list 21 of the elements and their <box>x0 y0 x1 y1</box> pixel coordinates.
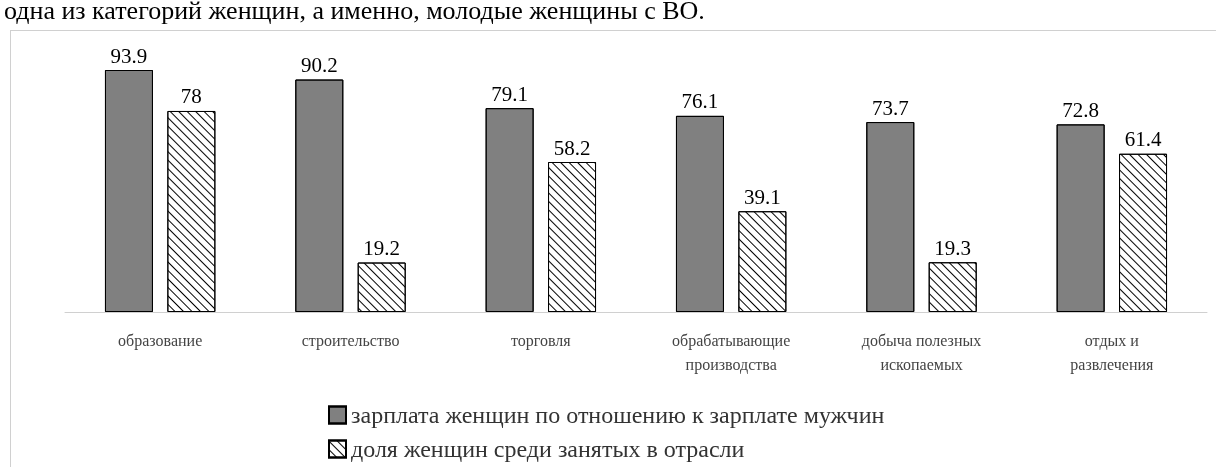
legend-label: доля женщин среди занятых в отрасли <box>351 436 745 462</box>
legend-label: зарплата женщин по отношению к зарплате мужчин <box>351 402 885 428</box>
data-label: 19.2 <box>363 236 401 261</box>
data-label: 19.3 <box>934 235 972 260</box>
data-label: 73.7 <box>871 95 909 120</box>
text: одна из категорий женщин, а именно, молодые женщины с ВО. <box>4 0 705 26</box>
data-label: 78 <box>180 84 202 109</box>
data-label: 61.4 <box>1124 127 1162 152</box>
data-label: 39.1 <box>743 184 781 209</box>
x-tick-label: образование <box>118 331 203 350</box>
x-tick-label: обрабатывающие производства <box>672 331 791 374</box>
x-tick-label: отдых и развлечения <box>1070 331 1155 374</box>
data-label: 72.8 <box>1062 97 1100 122</box>
data-label: 76.1 <box>681 89 719 114</box>
data-label: 58.2 <box>553 135 591 160</box>
x-tick-label: добыча полезных ископаемых <box>861 331 982 373</box>
x-tick-label: торговля <box>511 331 572 350</box>
x-tick-label: строительство <box>301 331 400 350</box>
data-label: 79.1 <box>491 81 529 106</box>
data-label: 93.9 <box>110 43 148 68</box>
data-label: 90.2 <box>300 53 338 78</box>
